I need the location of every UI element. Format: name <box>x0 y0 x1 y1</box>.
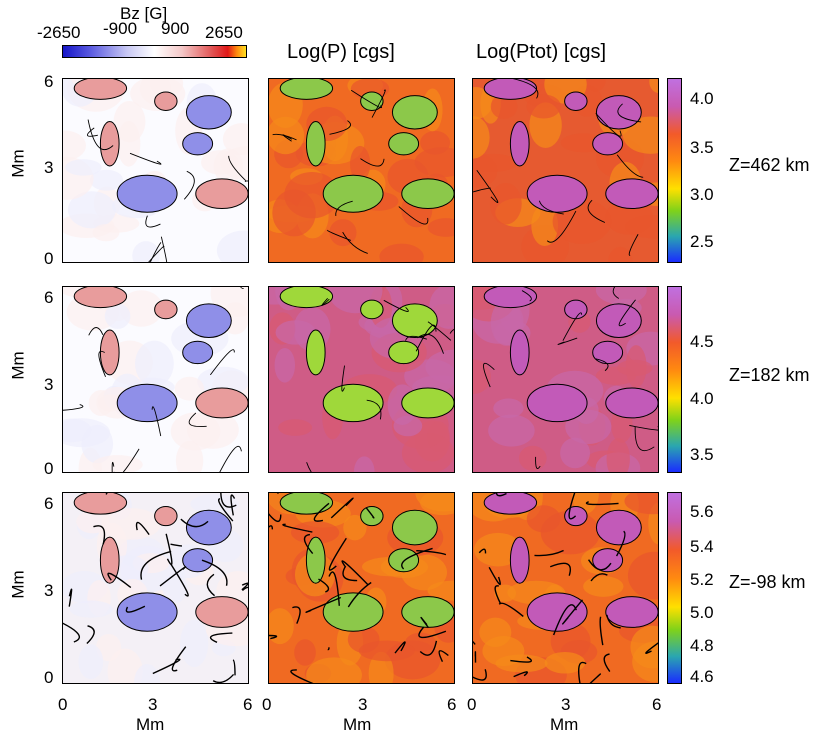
cbar3-tick-2: 5.2 <box>690 570 714 589</box>
x-tick-col1-0: 0 <box>58 695 68 714</box>
map-panel-r3-c1 <box>62 492 249 684</box>
colorbar-row3 <box>667 492 682 684</box>
y-tick-row1-3: 3 <box>44 158 54 177</box>
y-axis-label-row1: Mm <box>8 149 28 178</box>
cbar2-tick-2: 3.5 <box>690 445 714 464</box>
x-axis-label-col3: Mm <box>550 715 579 734</box>
cbar2-tick-0: 4.5 <box>690 332 714 351</box>
height-label-row2: Z=182 km <box>729 365 810 385</box>
x-axis-label-col1: Mm <box>136 715 165 734</box>
x-tick-col2-3: 3 <box>358 695 368 714</box>
map-panel-r1-c1 <box>62 78 249 263</box>
cbar1-tick-0: 4.0 <box>690 89 714 108</box>
colorbar-row2 <box>667 286 682 473</box>
bz-tick-1: -2650 <box>37 23 81 42</box>
y-tick-row3-6: 6 <box>44 494 54 513</box>
x-tick-col2-0: 0 <box>262 695 272 714</box>
cbar3-tick-3: 5.0 <box>690 603 714 622</box>
cbar3-tick-5: 4.6 <box>690 667 714 686</box>
y-tick-row1-0: 0 <box>44 249 54 268</box>
map-panel-r1-c2 <box>268 78 455 263</box>
x-tick-col3-6: 6 <box>652 695 662 714</box>
x-tick-col3-0: 0 <box>467 695 477 714</box>
y-tick-row1-6: 6 <box>44 72 54 91</box>
y-axis-label-row2: Mm <box>8 351 28 380</box>
x-tick-col3-3: 3 <box>561 695 571 714</box>
cbar3-tick-0: 5.6 <box>690 502 714 521</box>
column-title-pressure: Log(P) [cgs] <box>287 41 395 63</box>
x-tick-col1-6: 6 <box>243 695 253 714</box>
x-tick-col2-6: 6 <box>447 695 457 714</box>
cbar1-tick-2: 3.0 <box>690 185 714 204</box>
map-panel-r2-c3 <box>472 286 659 473</box>
bz-colorbar <box>62 45 247 58</box>
bz-tick-4: 2650 <box>205 23 243 42</box>
y-tick-row2-0: 0 <box>44 459 54 478</box>
map-panel-r3-c2 <box>268 492 455 684</box>
map-panel-r2-c1 <box>62 286 249 473</box>
y-tick-row2-3: 3 <box>44 375 54 394</box>
column-title-total-pressure: Log(Ptot) [cgs] <box>476 41 607 63</box>
colorbar-row1 <box>667 78 682 263</box>
cbar3-tick-1: 5.4 <box>690 537 714 556</box>
y-tick-row3-0: 0 <box>44 668 54 687</box>
bz-colorbar-title: Bz [G] <box>120 4 168 23</box>
cbar3-tick-4: 4.8 <box>690 636 714 655</box>
x-axis-label-col2: Mm <box>343 715 372 734</box>
y-tick-row2-6: 6 <box>44 288 54 307</box>
bz-tick-2: -900 <box>103 19 138 38</box>
map-panel-r1-c3 <box>472 78 659 263</box>
x-tick-col1-3: 3 <box>148 695 158 714</box>
cbar1-tick-3: 2.5 <box>690 232 714 251</box>
height-label-row3: Z=-98 km <box>729 572 806 592</box>
height-label-row1: Z=462 km <box>729 155 810 175</box>
cbar1-tick-1: 3.5 <box>690 138 714 157</box>
map-panel-r3-c3 <box>472 492 659 684</box>
cbar2-tick-1: 4.0 <box>690 389 714 408</box>
bz-tick-3: 900 <box>161 19 190 38</box>
map-panel-r2-c2 <box>268 286 455 473</box>
y-axis-label-row3: Mm <box>8 570 28 599</box>
y-tick-row3-3: 3 <box>44 581 54 600</box>
